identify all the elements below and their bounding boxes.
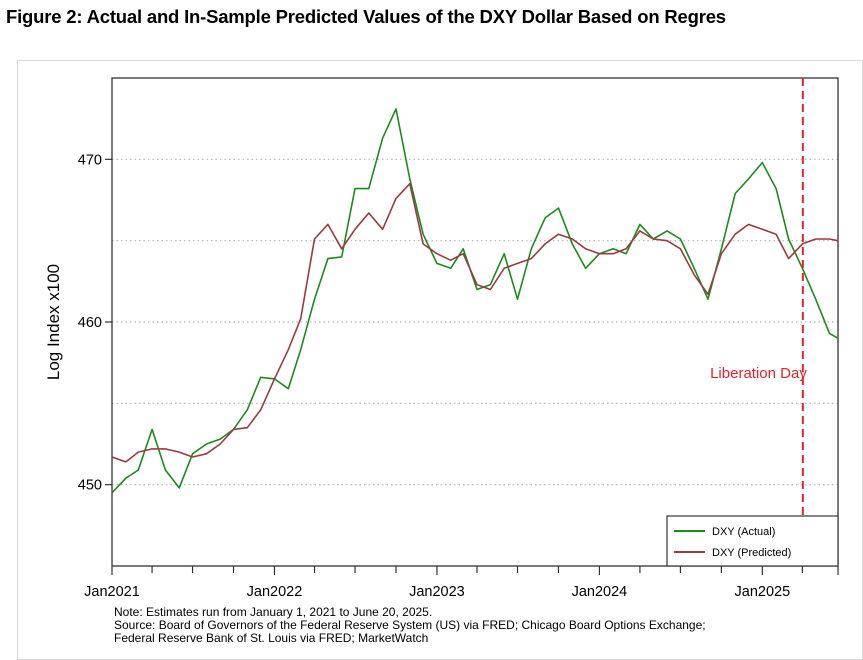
- x-tick-label: Jan2021: [84, 584, 140, 600]
- x-tick-label: Jan2024: [572, 584, 628, 600]
- y-axis-label: Log Index x100: [44, 264, 63, 380]
- y-tick-label: 470: [78, 152, 102, 168]
- series-line-actual: [111, 108, 839, 494]
- figure-title: Figure 2: Actual and In-Sample Predicted…: [6, 6, 726, 27]
- annotations: Liberation Day: [710, 78, 807, 516]
- y-tick-label: 450: [78, 478, 102, 494]
- x-tick-label: Jan2023: [409, 584, 465, 600]
- source-line: Source: Board of Governors of the Federa…: [114, 618, 706, 632]
- series-lines: [111, 108, 839, 494]
- legend-label: DXY (Predicted): [712, 547, 791, 559]
- liberation-day-label: Liberation Day: [710, 365, 807, 382]
- x-tick-label: Jan2022: [247, 584, 303, 600]
- legend-box: [666, 515, 839, 567]
- axes: 450 460 470 Jan2021 Jan2022 Jan2023 Jan2024 Jan…: [78, 77, 839, 600]
- series-line-predicted: [111, 182, 839, 463]
- legend: DXY (Actual) DXY (Predicted): [666, 515, 839, 567]
- y-tick-label: 460: [78, 315, 102, 331]
- gridlines: [112, 158, 838, 486]
- legend-label: DXY (Actual): [712, 526, 775, 538]
- x-tick-label: Jan2025: [735, 584, 791, 600]
- source-line: Federal Reserve Bank of St. Louis via FR…: [114, 631, 429, 645]
- note-line: Note: Estimates run from January 1, 2021…: [114, 605, 433, 619]
- figure-note: Note: Estimates run from January 1, 2021…: [114, 606, 706, 645]
